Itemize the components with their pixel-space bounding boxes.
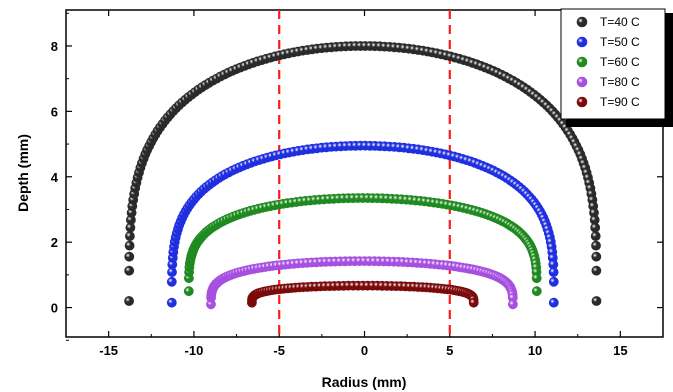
legend-marker [576, 76, 588, 88]
legend-entry: T=60 C [576, 55, 640, 69]
data-point [591, 265, 602, 276]
y-tick-label: 6 [51, 104, 58, 119]
data-point [124, 240, 135, 251]
legend-marker [576, 16, 588, 28]
legend-marker [576, 96, 588, 108]
series-t-40-c [124, 41, 602, 306]
legend-entry: T=50 C [576, 35, 640, 49]
x-tick-label: -10 [185, 343, 204, 358]
data-point [591, 240, 601, 251]
legend-label: T=50 C [600, 35, 640, 49]
series-t-50-c [166, 140, 559, 308]
x-tick-label: 0 [361, 343, 368, 358]
tick-labels: -15 -10 -5 0 5 10 15 0 2 4 6 8 [51, 39, 628, 358]
data-point [548, 276, 559, 287]
legend-label: T=60 C [600, 55, 640, 69]
data-point [508, 299, 518, 310]
x-axis-title: Radius (mm) [322, 374, 407, 390]
data-point [124, 265, 135, 276]
y-axis-title: Depth (mm) [15, 134, 31, 212]
data-point [531, 286, 542, 297]
data-point [590, 222, 601, 233]
data-point [548, 267, 559, 277]
legend-entry: T=40 C [576, 15, 640, 29]
series-layer [124, 41, 602, 310]
y-tick-label: 0 [51, 301, 58, 316]
legend-label: T=90 C [600, 95, 640, 109]
data-point [124, 251, 135, 262]
data-point [531, 273, 542, 284]
x-tick-label: 15 [613, 343, 627, 358]
x-tick-label: 10 [528, 343, 542, 358]
reference-lines [278, 10, 451, 337]
legend-label: T=40 C [600, 15, 640, 29]
legend-label: T=80 C [600, 75, 640, 89]
legend-marker [576, 36, 588, 48]
data-point [591, 296, 602, 306]
legend: T=40 C T=50 C T=60 C T=80 C T=90 C [560, 8, 673, 127]
legend-marker [576, 56, 588, 68]
data-point [124, 231, 135, 241]
y-tick-label: 2 [51, 235, 58, 250]
data-point [591, 251, 602, 262]
data-point [166, 276, 177, 287]
x-tick-label: 5 [446, 343, 453, 358]
legend-entry: T=80 C [576, 75, 640, 89]
data-point [590, 231, 601, 241]
series-t-80-c [206, 256, 518, 310]
series-t-90-c [246, 280, 479, 308]
series-t-60-c [183, 193, 542, 297]
data-point [124, 296, 135, 306]
x-tick-label: -15 [99, 343, 118, 358]
data-point [183, 286, 194, 297]
y-tick-label: 8 [51, 39, 58, 54]
y-tick-label: 4 [51, 170, 59, 185]
legend-entry: T=90 C [576, 95, 640, 109]
data-point [166, 297, 177, 308]
x-tick-label: -5 [273, 343, 285, 358]
data-point [548, 297, 559, 308]
data-point [468, 297, 479, 308]
